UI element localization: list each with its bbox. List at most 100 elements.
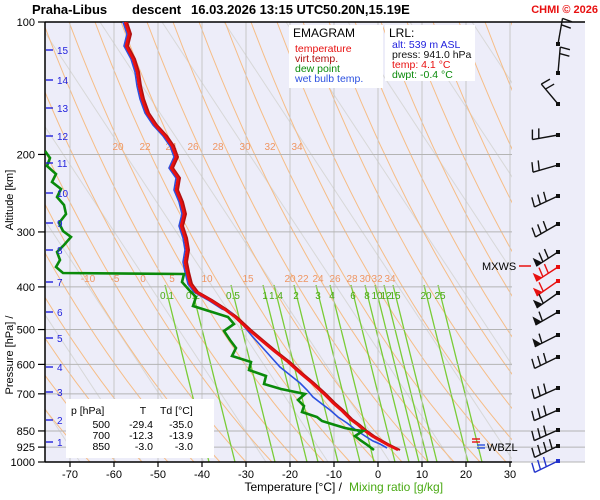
adiabat-line [302, 22, 512, 409]
wind-barb [532, 291, 560, 309]
wind-barb-feather [538, 293, 544, 304]
temperature-tick-label: -60 [106, 469, 122, 481]
altitude-tick-label: 14 [57, 76, 69, 87]
adiabat-line [45, 25, 299, 462]
copyright-notice: CHMI © 2026 [531, 4, 598, 16]
legend-item-wet-bulb: wet bulb temp. [294, 73, 363, 85]
wind-barb-feather [537, 224, 542, 234]
mixing-ratio-line [293, 284, 339, 462]
altitude-tick-label: 6 [57, 308, 63, 319]
mixing-ratio-label: 12 [380, 291, 392, 302]
altitude-tick-label: 7 [57, 278, 63, 289]
table-header-temp: T [140, 405, 147, 417]
temperature-tick-label: -30 [238, 469, 254, 481]
mixing-ratio-line [392, 284, 438, 462]
wind-barb [531, 405, 560, 422]
table-cell-dewpoint: -3.0 [175, 441, 193, 453]
wbzl-marker: WBZL [472, 438, 518, 454]
wind-barb-shaft [536, 292, 559, 309]
adiabat-label: 28 [346, 274, 358, 285]
adiabat-label: -5 [111, 274, 120, 285]
temperature-tick-label: -50 [150, 469, 166, 481]
adiabat-label: -10 [81, 274, 96, 285]
mixing-ratio-label: 1.4 [269, 291, 283, 302]
adiabat-label: 34 [384, 274, 396, 285]
wind-barb-feather [538, 267, 544, 278]
adiabat-line [589, 22, 600, 462]
wind-barb-shaft [557, 47, 561, 74]
adiabat-label: 26 [187, 142, 199, 153]
lrl-row-press: press: 941.0 hPa [392, 49, 472, 61]
gray-isopleth-line [596, 22, 600, 462]
mixing-ratio-label: 15 [389, 291, 401, 302]
wind-barb-feather [543, 383, 547, 394]
altitude-tick-label: 12 [57, 132, 69, 143]
mixing-ratio-line [262, 284, 308, 462]
wind-barb-feather [537, 428, 541, 439]
wind-barb-feather [560, 46, 571, 51]
gray-isopleth-line [45, 125, 267, 462]
mixing-ratio-label: 10 [371, 291, 383, 302]
wind-barb-feather [537, 444, 542, 455]
wind-barb-pennant [532, 338, 542, 347]
altitude-tick-label: 11 [57, 159, 68, 170]
wind-barb-shaft [533, 429, 559, 442]
pressure-tick-label: 850 [17, 426, 35, 438]
wind-barb-feather [531, 227, 537, 238]
wind-barb-feather [538, 252, 544, 263]
legend-box-bg [289, 25, 383, 88]
legend-title: EMAGRAM [293, 26, 355, 40]
station-coords: 50.20N,15.19E [323, 2, 410, 17]
pressure-tick-label: 1000 [11, 457, 35, 469]
mixing-ratio-line [230, 284, 276, 462]
wet-bulb-curve [122, 22, 388, 449]
sounding-curves-layer [45, 22, 401, 452]
isopleth-labels-layer: 20 22 24 26 28 30 32 34-10 -5 0 5 10 15 20 22 24 26 28 30 3… [81, 142, 446, 302]
wind-barb-feather [537, 160, 540, 171]
wind-barb [532, 263, 560, 282]
table-cell-dewpoint: -35.0 [169, 419, 193, 431]
temperature-tick-label: -40 [194, 469, 210, 481]
adiabat-line [276, 22, 512, 441]
mixing-ratio-line [273, 284, 319, 462]
adiabat-label: 34 [291, 142, 303, 153]
adiabat-label: 5 [169, 274, 175, 285]
x-axis-title-temperature: Temperature [°C] / [245, 480, 343, 494]
adiabat-line [146, 22, 403, 462]
wind-barb-feather [538, 311, 544, 322]
wind-barb-feather [531, 388, 535, 399]
y-axis-title-altitude: Altitude [km] [4, 170, 16, 231]
axis-titles: Pressure [hPa] / Altitude [km] Temperatu… [4, 170, 443, 494]
wind-barb [531, 425, 560, 442]
y-axis-title-pressure: Pressure [hPa] / [4, 315, 16, 395]
adiabat-label: 32 [371, 274, 383, 285]
gray-isopleth-line [347, 22, 512, 272]
mixing-ratio-label: 1 [262, 291, 268, 302]
adiabat-line [432, 22, 512, 204]
adiabat-label: 24 [312, 274, 324, 285]
mixing-ratio-line [350, 284, 396, 462]
mixing-ratio-line [383, 284, 429, 462]
wind-barb [531, 220, 560, 238]
wind-barb-feather [542, 220, 548, 231]
lrl-row-temp: temp: 4.1 °C [392, 59, 451, 71]
legend-item-virt-temp: virt.temp. [295, 53, 338, 65]
levels-table-bg [66, 399, 214, 458]
lrl-row-alt: alt: 539 m ASL [392, 39, 460, 51]
wind-barb [532, 333, 560, 348]
wbzl-label: WBZL [487, 442, 518, 454]
mixing-ratio-label: 20 [420, 291, 432, 302]
wind-barb [531, 439, 560, 459]
wind-barb-feather [531, 462, 536, 473]
wind-barb [556, 17, 573, 46]
header: Praha-Libus descent 16.03.2026 13:15 UTC… [32, 2, 598, 17]
annotations: MXWS WBZL [472, 261, 531, 454]
adiabat-line [45, 408, 91, 462]
altitude-tick-label: 9 [57, 219, 63, 230]
adiabat-label: 20 [284, 274, 296, 285]
mixing-ratio-label: 3 [315, 291, 321, 302]
mixing-ratio-label: 0.2 [186, 291, 200, 302]
table-header-pressure: p [hPa] [71, 405, 104, 417]
wind-barb-feather [545, 83, 555, 90]
